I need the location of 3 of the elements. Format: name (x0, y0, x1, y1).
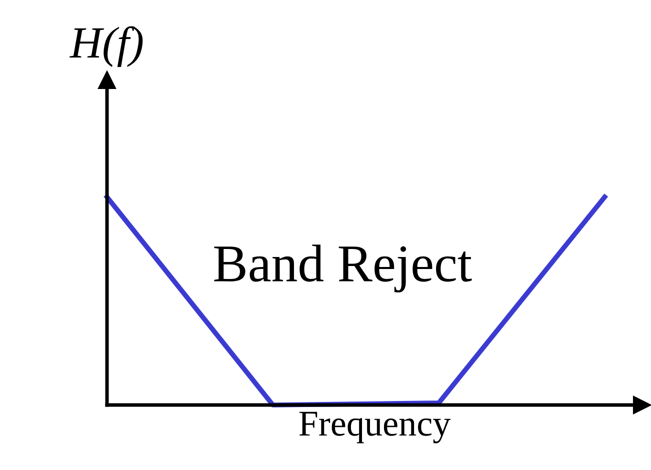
y-axis-title: H(f) (70, 26, 143, 67)
annotation: Band Reject (214, 244, 472, 292)
x-axis-title: Frequency (299, 412, 451, 444)
